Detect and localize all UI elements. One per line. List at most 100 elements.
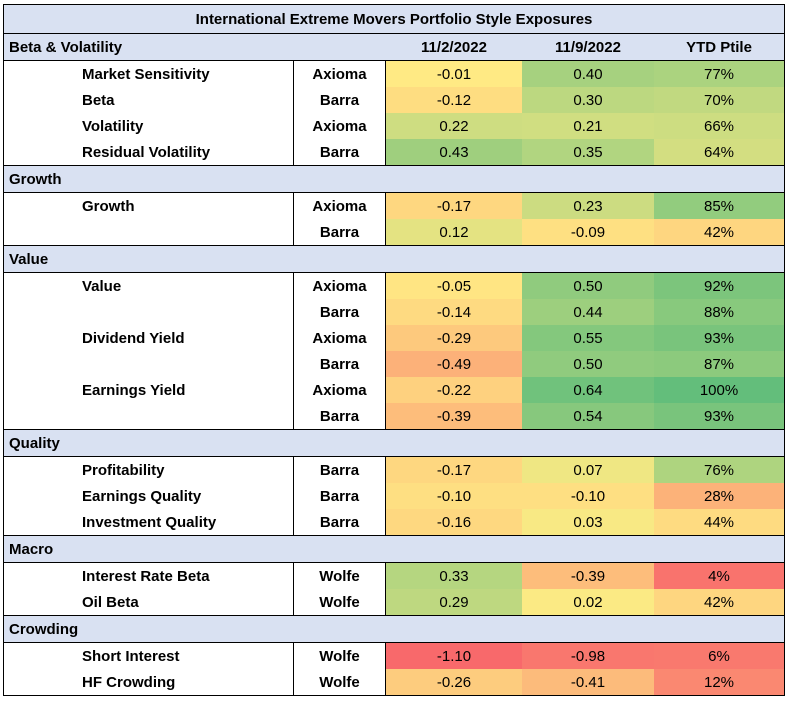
- table-row: Barra 0.12 -0.09 42%: [4, 219, 784, 245]
- table-row: Market Sensitivity Axioma -0.01 0.40 77%: [4, 61, 784, 87]
- factor-name: Short Interest: [4, 643, 294, 669]
- table-row: Earnings Quality Barra -0.10 -0.10 28%: [4, 483, 784, 509]
- value-11-2-2022: -0.39: [386, 403, 522, 429]
- section-beta-volatility: Beta & Volatility 11/2/2022 11/9/2022 YTD P…: [3, 34, 785, 166]
- value-11-2-2022: 0.33: [386, 563, 522, 589]
- value-11-2-2022: -0.05: [386, 273, 522, 299]
- factor-name: Investment Quality: [4, 509, 294, 535]
- factor-source: Barra: [294, 483, 386, 509]
- factor-name: Value: [4, 273, 294, 299]
- value-ytd-ptile: 93%: [654, 403, 784, 429]
- factor-source: Wolfe: [294, 643, 386, 669]
- value-11-2-2022: -0.26: [386, 669, 522, 695]
- value-11-2-2022: -0.01: [386, 61, 522, 87]
- factor-source: Barra: [294, 299, 386, 325]
- factor-source: Barra: [294, 403, 386, 429]
- factor-source: Wolfe: [294, 669, 386, 695]
- table-row: Barra -0.49 0.50 87%: [4, 351, 784, 377]
- section-growth: Growth Growth Axioma -0.17 0.23 85% Barra 0.12-…: [3, 166, 785, 246]
- factor-name: [4, 403, 294, 429]
- column-header-11-9-2022: 11/9/2022: [555, 38, 621, 56]
- table-row: Profitability Barra -0.17 0.07 76%: [4, 457, 784, 483]
- value-ytd-ptile: 85%: [654, 193, 784, 219]
- section-title: Crowding: [9, 620, 79, 638]
- section-title: Growth: [9, 170, 62, 188]
- section-macro: Macro Interest Rate Beta Wolfe 0.33 -0.39 4% O…: [3, 536, 785, 616]
- value-11-9-2022: 0.23: [522, 193, 654, 219]
- section-title: Value: [9, 250, 49, 268]
- section-header: Growth: [4, 166, 784, 193]
- factor-source: Wolfe: [294, 563, 386, 589]
- value-ytd-ptile: 77%: [654, 61, 784, 87]
- exposures-table: International Extreme Movers Portfolio S…: [3, 4, 785, 696]
- value-11-9-2022: -0.41: [522, 669, 654, 695]
- value-11-9-2022: -0.10: [522, 483, 654, 509]
- table-row: Barra -0.14 0.44 88%: [4, 299, 784, 325]
- factor-source: Axioma: [294, 273, 386, 299]
- value-11-2-2022: -1.10: [386, 643, 522, 669]
- table-row: Earnings Yield Axioma -0.22 0.64 100%: [4, 377, 784, 403]
- table-row: Value Axioma -0.05 0.50 92%: [4, 273, 784, 299]
- factor-name: Profitability: [4, 457, 294, 483]
- section-header: Crowding: [4, 616, 784, 643]
- factor-name: Beta: [4, 87, 294, 113]
- value-ytd-ptile: 42%: [654, 219, 784, 245]
- factor-source: Barra: [294, 219, 386, 245]
- factor-name: Interest Rate Beta: [4, 563, 294, 589]
- value-11-2-2022: 0.43: [386, 139, 522, 165]
- table-row: Interest Rate Beta Wolfe 0.33 -0.39 4%: [4, 563, 784, 589]
- section-header: Quality: [4, 430, 784, 457]
- value-11-9-2022: 0.54: [522, 403, 654, 429]
- factor-name: Growth: [4, 193, 294, 219]
- value-ytd-ptile: 12%: [654, 669, 784, 695]
- value-11-2-2022: -0.29: [386, 325, 522, 351]
- table-body: Beta & Volatility 11/2/2022 11/9/2022 YTD P…: [3, 34, 785, 696]
- factor-source: Axioma: [294, 325, 386, 351]
- value-11-2-2022: 0.22: [386, 113, 522, 139]
- value-ytd-ptile: 93%: [654, 325, 784, 351]
- factor-name: Oil Beta: [4, 589, 294, 615]
- value-ytd-ptile: 6%: [654, 643, 784, 669]
- section-title: Macro: [9, 540, 54, 558]
- factor-name: Market Sensitivity: [4, 61, 294, 87]
- factor-name: Dividend Yield: [4, 325, 294, 351]
- factor-source: Barra: [294, 87, 386, 113]
- table-row: Residual Volatility Barra 0.43 0.35 64%: [4, 139, 784, 165]
- value-ytd-ptile: 64%: [654, 139, 784, 165]
- value-11-2-2022: -0.10: [386, 483, 522, 509]
- value-11-2-2022: -0.14: [386, 299, 522, 325]
- value-11-2-2022: 0.12: [386, 219, 522, 245]
- value-ytd-ptile: 87%: [654, 351, 784, 377]
- table-row: Beta Barra -0.12 0.30 70%: [4, 87, 784, 113]
- factor-source: Barra: [294, 139, 386, 165]
- section-header: Beta & Volatility 11/2/2022 11/9/2022 YTD P…: [4, 34, 784, 61]
- value-11-9-2022: 0.50: [522, 351, 654, 377]
- factor-source: Axioma: [294, 193, 386, 219]
- factor-source: Axioma: [294, 113, 386, 139]
- value-11-2-2022: -0.17: [386, 457, 522, 483]
- value-11-2-2022: -0.22: [386, 377, 522, 403]
- value-ytd-ptile: 4%: [654, 563, 784, 589]
- table-row: HF Crowding Wolfe -0.26 -0.41 12%: [4, 669, 784, 695]
- value-11-2-2022: -0.16: [386, 509, 522, 535]
- column-header-11-2-2022: 11/2/2022: [421, 38, 487, 56]
- factor-name: [4, 351, 294, 377]
- factor-name: Volatility: [4, 113, 294, 139]
- value-11-9-2022: -0.98: [522, 643, 654, 669]
- factor-name: [4, 299, 294, 325]
- section-title: Quality: [9, 434, 60, 452]
- value-ytd-ptile: 42%: [654, 589, 784, 615]
- factor-name: Earnings Yield: [4, 377, 294, 403]
- value-11-9-2022: 0.50: [522, 273, 654, 299]
- value-11-9-2022: 0.55: [522, 325, 654, 351]
- value-ytd-ptile: 28%: [654, 483, 784, 509]
- value-11-9-2022: 0.21: [522, 113, 654, 139]
- value-11-9-2022: 0.02: [522, 589, 654, 615]
- value-11-9-2022: 0.44: [522, 299, 654, 325]
- value-11-2-2022: -0.12: [386, 87, 522, 113]
- factor-name: HF Crowding: [4, 669, 294, 695]
- value-ytd-ptile: 100%: [654, 377, 784, 403]
- factor-source: Barra: [294, 351, 386, 377]
- value-ytd-ptile: 66%: [654, 113, 784, 139]
- value-ytd-ptile: 92%: [654, 273, 784, 299]
